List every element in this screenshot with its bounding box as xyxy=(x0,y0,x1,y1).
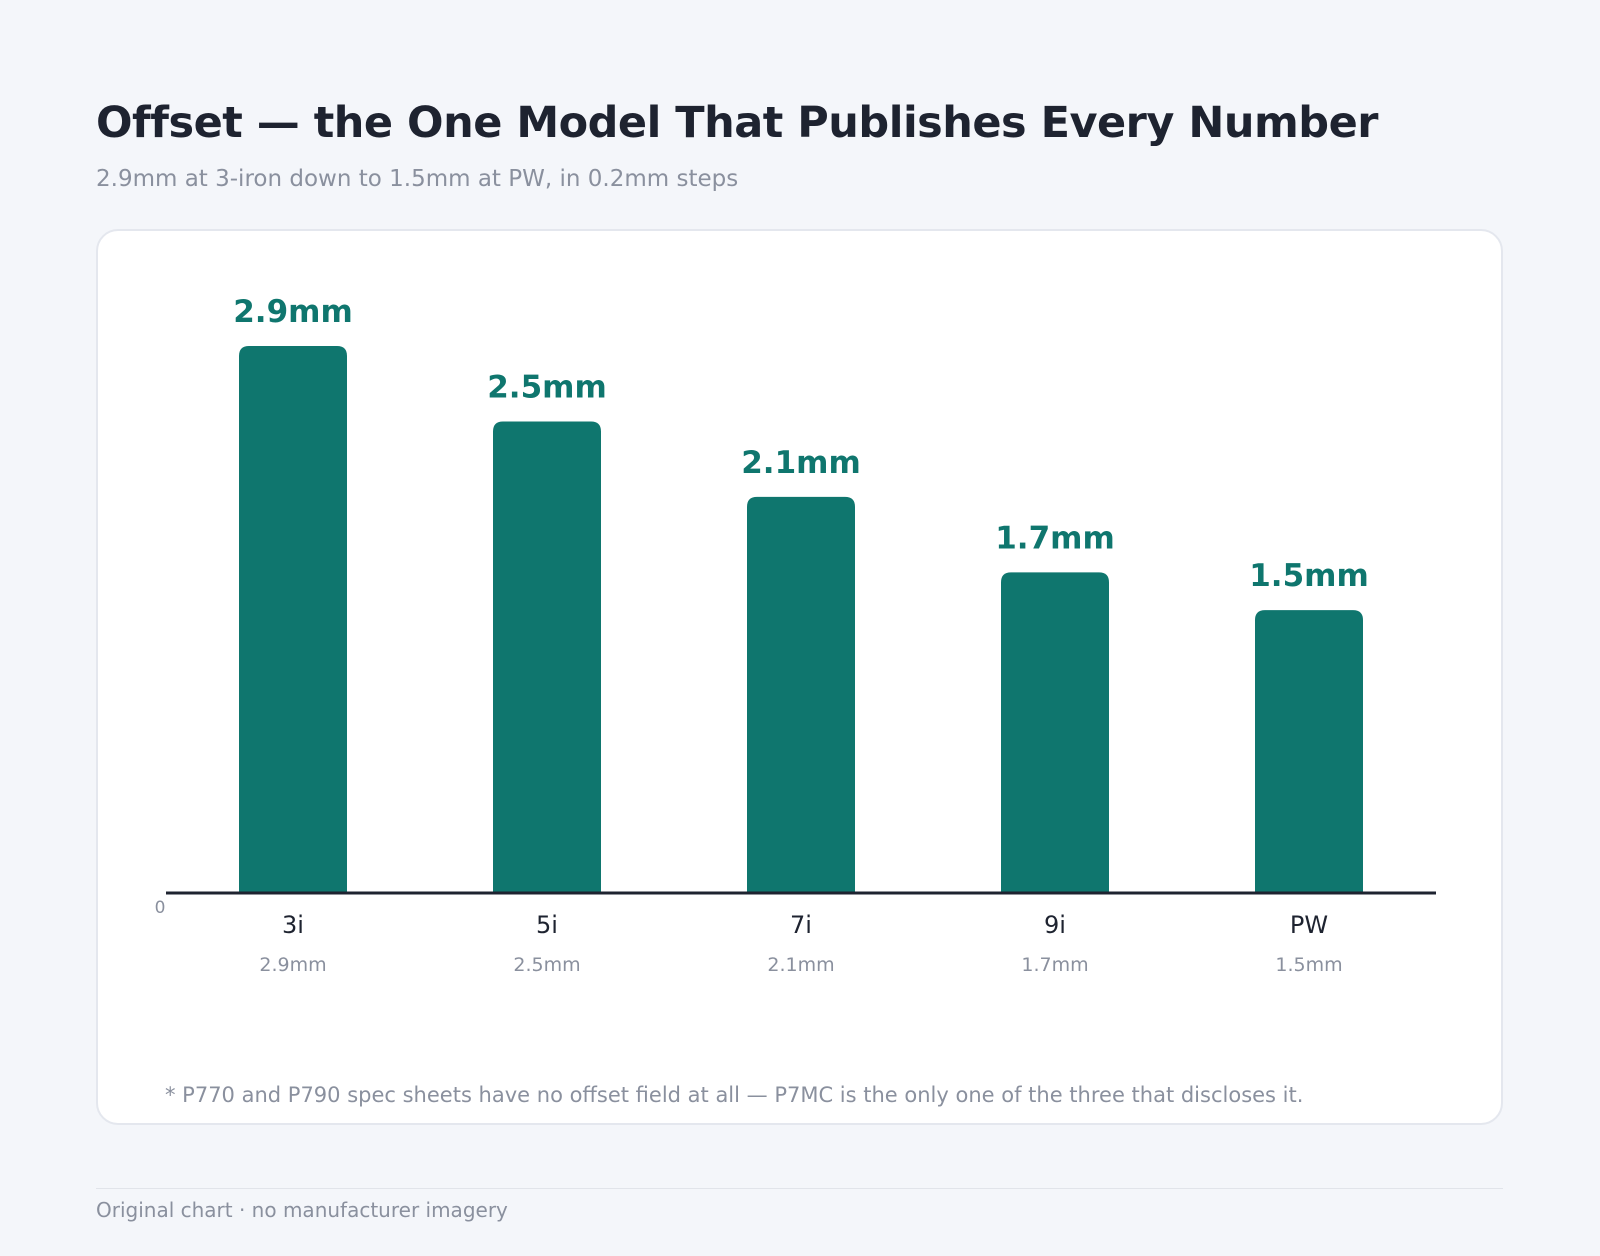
chart-subtitle: 2.9mm at 3-iron down to 1.5mm at PW, in … xyxy=(96,166,739,192)
chart-footnote: * P770 and P790 spec sheets have no offs… xyxy=(165,1083,1304,1107)
footer-credit: Original chart · no manufacturer imagery xyxy=(96,1198,508,1222)
category-label-7i: 7i xyxy=(790,911,812,939)
data-label-7i: 2.1mm xyxy=(741,445,861,481)
sub-label-pw: 1.5mm xyxy=(1275,954,1342,976)
chart-title: Offset — the One Model That Publishes Ev… xyxy=(96,98,1378,148)
category-label-9i: 9i xyxy=(1044,911,1066,939)
sub-label-9i: 1.7mm xyxy=(1021,954,1088,976)
bar-pw xyxy=(1255,610,1363,893)
bar-7i xyxy=(747,496,855,893)
data-label-5i: 2.5mm xyxy=(487,369,607,405)
data-label-3i: 2.9mm xyxy=(233,294,353,330)
sub-label-5i: 2.5mm xyxy=(513,954,580,976)
data-label-9i: 1.7mm xyxy=(995,520,1115,556)
bar-9i xyxy=(1001,572,1109,893)
bar-5i xyxy=(493,421,601,893)
bar-3i xyxy=(239,346,347,893)
category-label-5i: 5i xyxy=(536,911,558,939)
y-tick-label-0: 0 xyxy=(155,898,166,918)
category-label-3i: 3i xyxy=(282,911,304,939)
sub-label-7i: 2.1mm xyxy=(767,954,834,976)
category-label-pw: PW xyxy=(1290,911,1328,939)
data-label-pw: 1.5mm xyxy=(1249,558,1369,594)
sub-label-3i: 2.9mm xyxy=(259,954,326,976)
footer-divider xyxy=(96,1188,1503,1189)
